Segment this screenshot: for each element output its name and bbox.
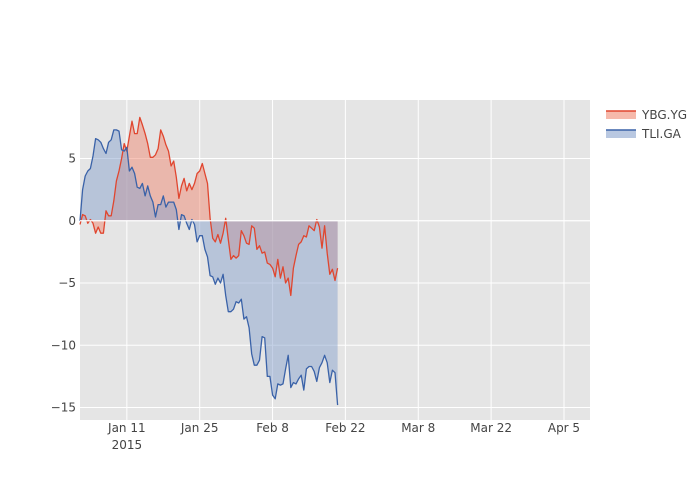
- y-axis: 5 0 −5 −10 −15: [51, 152, 76, 415]
- x-tick-label: Mar 8: [401, 421, 435, 435]
- x-tick-label: Feb 22: [325, 421, 365, 435]
- x-tick-label: Mar 22: [470, 421, 512, 435]
- x-tick-label: Apr 5: [548, 421, 580, 435]
- y-tick-label: 5: [68, 152, 76, 166]
- legend-label-0: YBG.YG: [641, 108, 687, 122]
- legend: YBG.YG TLI.GA: [606, 108, 687, 141]
- x-axis: Jan 11 2015 Jan 25 Feb 8 Feb 22 Mar 8 Mar 22 Ap…: [107, 421, 580, 452]
- x-tick-sublabel: 2015: [112, 438, 143, 452]
- x-tick-label: Feb 8: [256, 421, 289, 435]
- legend-swatch-1: [606, 130, 636, 138]
- series-area-1: [80, 129, 338, 406]
- y-tick-label: −5: [58, 276, 76, 290]
- series-lines: [79, 116, 590, 406]
- y-tick-label: 0: [68, 214, 76, 228]
- series-line-1: [79, 129, 339, 406]
- y-tick-label: −10: [51, 338, 76, 352]
- legend-swatch-0: [606, 111, 636, 119]
- x-tick-label: Jan 11: [107, 421, 146, 435]
- legend-label-1: TLI.GA: [641, 127, 682, 141]
- y-tick-label: −15: [51, 401, 76, 415]
- x-tick-label: Jan 25: [180, 421, 219, 435]
